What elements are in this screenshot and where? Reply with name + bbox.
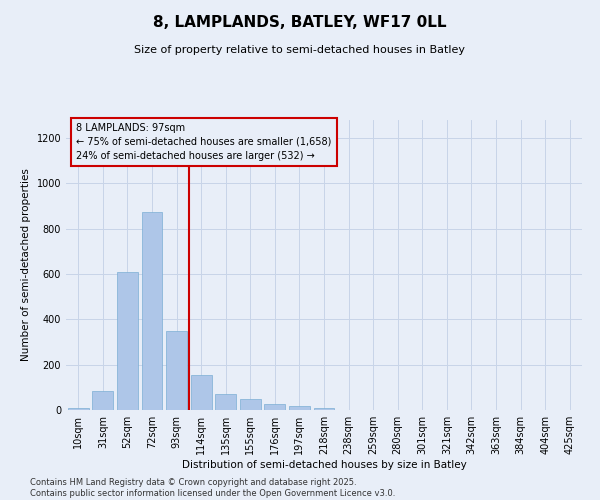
Bar [289, 406, 310, 410]
Bar [166, 330, 187, 410]
Bar [92, 391, 113, 410]
Bar [240, 398, 261, 410]
Text: Size of property relative to semi-detached houses in Batley: Size of property relative to semi-detach… [134, 45, 466, 55]
X-axis label: Distribution of semi-detached houses by size in Batley: Distribution of semi-detached houses by … [182, 460, 466, 470]
Text: 8, LAMPLANDS, BATLEY, WF17 0LL: 8, LAMPLANDS, BATLEY, WF17 0LL [153, 15, 447, 30]
Bar [68, 408, 89, 410]
Text: 8 LAMPLANDS: 97sqm
← 75% of semi-detached houses are smaller (1,658)
24% of semi: 8 LAMPLANDS: 97sqm ← 75% of semi-detache… [76, 123, 332, 161]
Bar [142, 212, 163, 410]
Text: Contains HM Land Registry data © Crown copyright and database right 2025.
Contai: Contains HM Land Registry data © Crown c… [30, 478, 395, 498]
Bar [314, 408, 334, 410]
Bar [191, 375, 212, 410]
Bar [117, 272, 138, 410]
Y-axis label: Number of semi-detached properties: Number of semi-detached properties [21, 168, 31, 362]
Bar [265, 404, 286, 410]
Bar [215, 394, 236, 410]
